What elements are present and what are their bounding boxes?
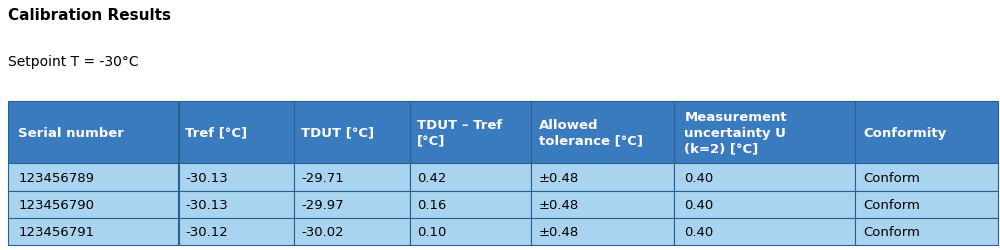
Bar xyxy=(674,218,855,245)
Text: Tref [°C]: Tref [°C] xyxy=(185,126,248,139)
Bar xyxy=(530,164,674,191)
Bar xyxy=(530,191,674,218)
Text: 123456789: 123456789 xyxy=(18,171,94,184)
Bar xyxy=(410,191,530,218)
Text: ±0.48: ±0.48 xyxy=(539,171,579,184)
Text: Conform: Conform xyxy=(864,198,920,211)
Text: -30.02: -30.02 xyxy=(301,225,344,238)
Text: -30.13: -30.13 xyxy=(185,171,228,184)
Bar xyxy=(410,218,530,245)
Bar xyxy=(530,101,674,164)
Text: Conformity: Conformity xyxy=(864,126,947,139)
Text: -30.12: -30.12 xyxy=(185,225,228,238)
Text: 0.42: 0.42 xyxy=(417,171,446,184)
Bar xyxy=(178,218,294,245)
Bar xyxy=(410,164,530,191)
Bar xyxy=(530,218,674,245)
Text: Conform: Conform xyxy=(864,171,920,184)
Bar xyxy=(8,164,178,191)
Text: ±0.48: ±0.48 xyxy=(539,225,579,238)
Text: 0.40: 0.40 xyxy=(684,171,714,184)
Bar xyxy=(855,218,998,245)
Text: -30.13: -30.13 xyxy=(185,198,228,211)
Text: Conform: Conform xyxy=(864,225,920,238)
Bar xyxy=(178,101,294,164)
Text: Calibration Results: Calibration Results xyxy=(8,8,171,22)
Bar xyxy=(294,101,410,164)
Bar xyxy=(178,164,294,191)
Text: 0.40: 0.40 xyxy=(684,198,714,211)
Bar xyxy=(178,191,294,218)
Text: 0.16: 0.16 xyxy=(417,198,446,211)
Bar xyxy=(674,101,855,164)
Bar xyxy=(294,164,410,191)
Text: TDUT – Tref
[°C]: TDUT – Tref [°C] xyxy=(417,118,502,147)
Text: ±0.48: ±0.48 xyxy=(539,198,579,211)
Text: 0.10: 0.10 xyxy=(417,225,446,238)
Bar xyxy=(8,101,178,164)
Bar xyxy=(8,191,178,218)
Text: 123456790: 123456790 xyxy=(18,198,94,211)
Bar xyxy=(294,191,410,218)
Bar xyxy=(294,218,410,245)
Text: 123456791: 123456791 xyxy=(18,225,94,238)
Bar xyxy=(674,191,855,218)
Text: TDUT [°C]: TDUT [°C] xyxy=(301,126,374,139)
Text: -29.97: -29.97 xyxy=(301,198,344,211)
Bar xyxy=(8,218,178,245)
Text: 0.40: 0.40 xyxy=(684,225,714,238)
Text: Measurement
uncertainty U
(k=2) [°C]: Measurement uncertainty U (k=2) [°C] xyxy=(684,110,787,155)
Bar xyxy=(855,101,998,164)
Text: -29.71: -29.71 xyxy=(301,171,344,184)
Bar xyxy=(855,191,998,218)
Text: Allowed
tolerance [°C]: Allowed tolerance [°C] xyxy=(539,118,643,147)
Bar xyxy=(855,164,998,191)
Text: Setpoint T = -30°C: Setpoint T = -30°C xyxy=(8,55,139,69)
Bar xyxy=(410,101,530,164)
Text: Serial number: Serial number xyxy=(18,126,124,139)
Bar xyxy=(674,164,855,191)
